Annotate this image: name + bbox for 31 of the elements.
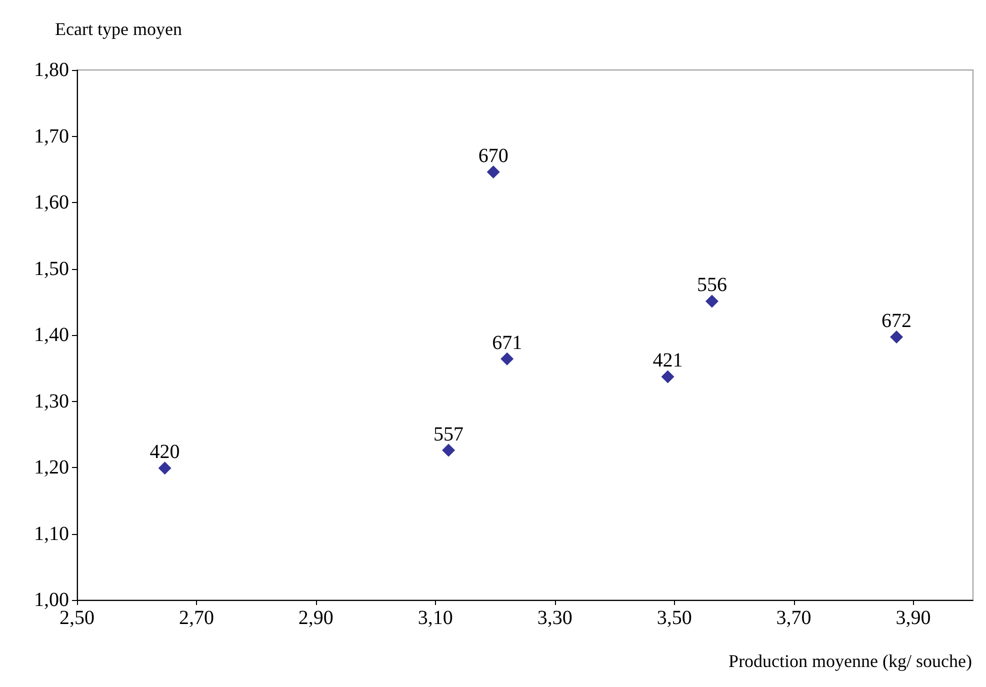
point: [158, 462, 172, 475]
y-tick-label: 1,10: [34, 522, 69, 545]
point: [705, 294, 718, 308]
y-tick-label: 1,70: [34, 125, 69, 148]
x-tick-label: 3,50: [656, 607, 692, 629]
x-tick-label: 3,90: [896, 607, 931, 629]
y-tick-label: 1,60: [34, 192, 69, 214]
point: [661, 370, 674, 384]
x-axis-title: Production moyenne (kg/ souche): [728, 651, 972, 671]
annotation: 556: [696, 274, 727, 296]
point: [890, 330, 904, 344]
point: [500, 352, 514, 366]
annotation: 670: [478, 145, 508, 168]
y-tick-label: 1,20: [34, 456, 69, 478]
y-tick-label: 1,40: [34, 324, 69, 346]
x-tick-label: 2,90: [298, 607, 334, 629]
annotation: 421: [652, 350, 683, 372]
y-tick-label: 1,30: [34, 390, 69, 412]
y-axis-title: Ecart type moyen: [55, 19, 182, 39]
annotation: 557: [434, 423, 464, 446]
y-tick-label: 1,50: [34, 258, 69, 280]
x-tick-label: 3,70: [776, 607, 812, 629]
x-tick-label: 3,10: [418, 607, 453, 629]
annotation: 671: [492, 332, 522, 354]
y-tick-label: 1,80: [34, 59, 69, 81]
point: [442, 444, 456, 457]
x-tick-label: 3,30: [537, 607, 572, 629]
x-tick-label: 2,70: [178, 607, 214, 629]
point: [486, 166, 500, 179]
annotation: 420: [150, 441, 180, 464]
annotation: 672: [882, 310, 912, 332]
